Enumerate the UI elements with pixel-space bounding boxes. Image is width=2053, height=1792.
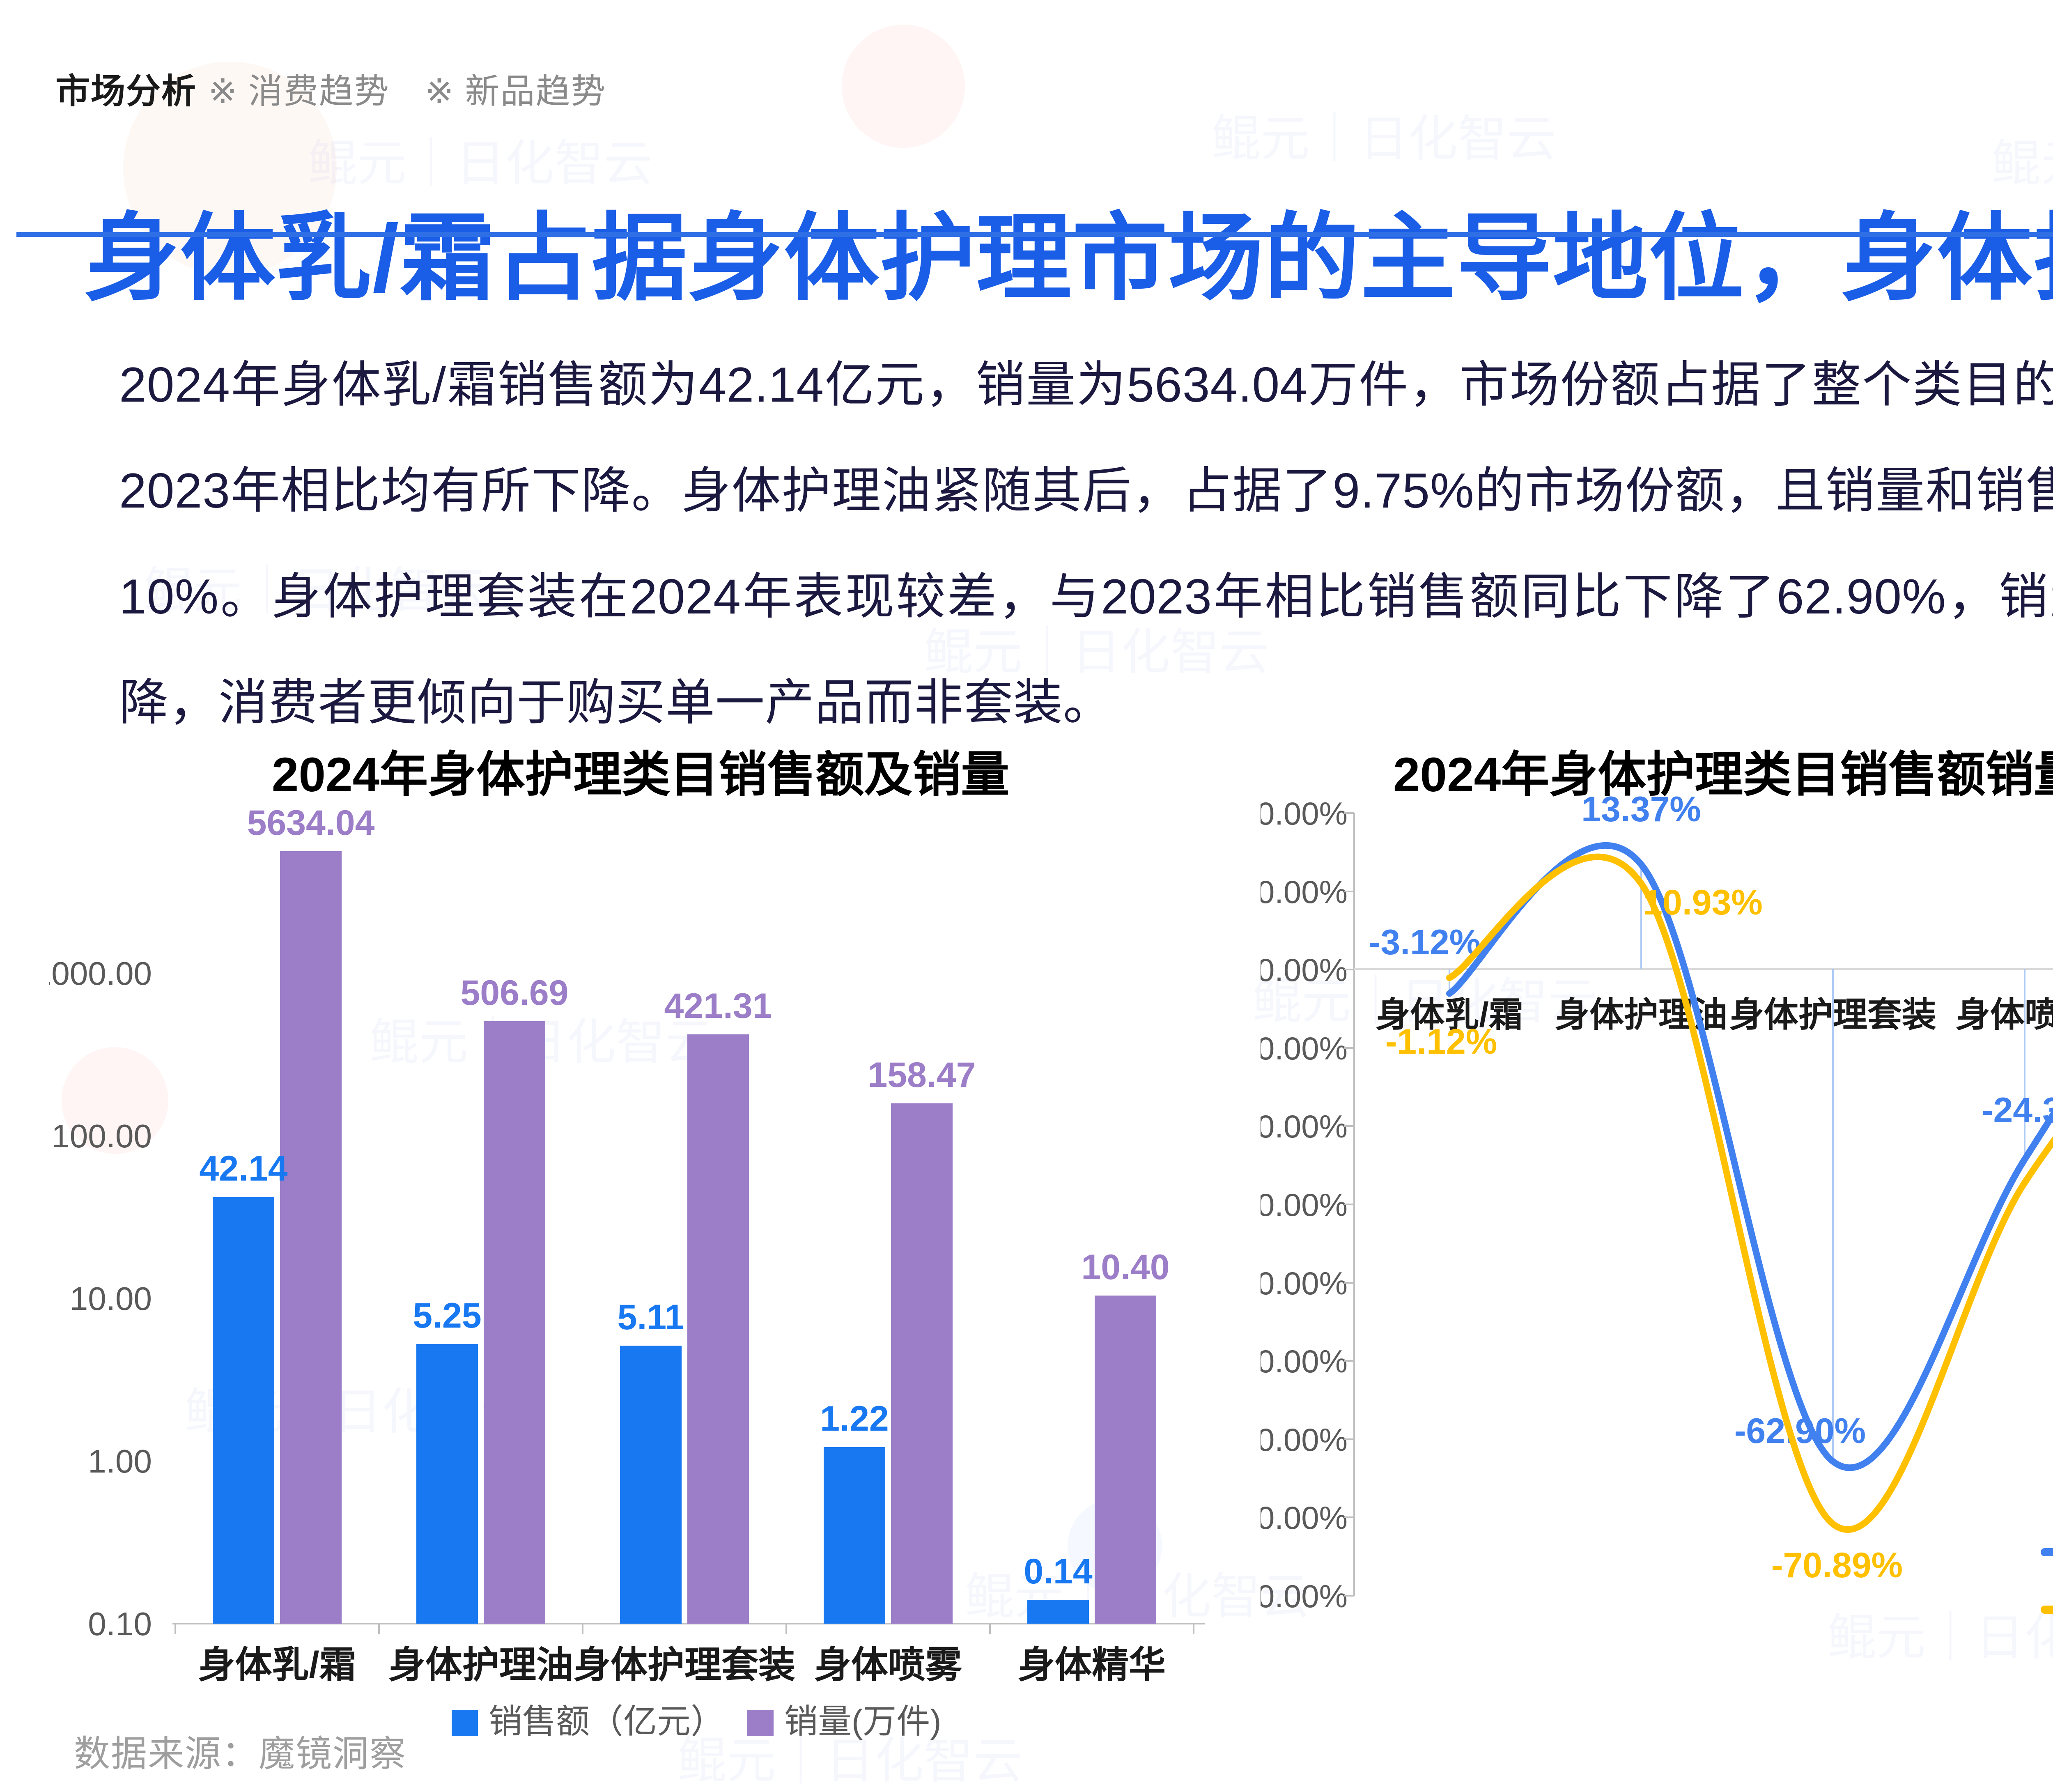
- background-blob: [842, 25, 965, 148]
- svg-text:身体喷雾: 身体喷雾: [1956, 995, 2053, 1034]
- breadcrumb-rest: ※ 消费趋势 ※ 新品趋势: [208, 72, 606, 110]
- summary-paragraph: 2024年身体乳/霜销售额为42.14亿元，销量为5634.04万件，市场份额占…: [119, 357, 2053, 730]
- svg-text:-1.12%: -1.12%: [1385, 1022, 1497, 1061]
- svg-text:10.00: 10.00: [70, 1280, 152, 1317]
- svg-text:10.40: 10.40: [1081, 1248, 1169, 1287]
- svg-text:身体乳/霜: 身体乳/霜: [198, 1645, 356, 1686]
- line-chart-canvas: 20.00% 10.00% 0.00% -10.00% -20.00% -30.00% -4…: [1261, 784, 2053, 1762]
- line-chart-title: 2024年身体护理类目销售额销量同比: [1393, 748, 2053, 802]
- svg-text:421.31: 421.31: [664, 986, 772, 1026]
- bar-chart-svg: 1000.00 100.00 10.00 1.00 0.10 42.14 5634.04 身体…: [49, 803, 1205, 1740]
- svg-text:5634.04: 5634.04: [247, 803, 375, 843]
- svg-text:100.00: 100.00: [51, 1118, 152, 1154]
- svg-text:10.00%: 10.00%: [1261, 874, 1348, 910]
- svg-text:0.14: 0.14: [1024, 1552, 1093, 1591]
- svg-text:42.14: 42.14: [199, 1149, 287, 1188]
- svg-text:-10.00%: -10.00%: [1261, 1030, 1348, 1066]
- svg-text:身体乳/霜: 身体乳/霜: [1376, 995, 1523, 1034]
- svg-text:10.93%: 10.93%: [1643, 883, 1763, 922]
- svg-text:5.25: 5.25: [413, 1296, 481, 1335]
- svg-text:-30.00%: -30.00%: [1261, 1187, 1348, 1223]
- svg-text:1000.00: 1000.00: [49, 955, 152, 992]
- svg-text:身体护理油: 身体护理油: [388, 1645, 573, 1686]
- line-chart-svg: 20.00% 10.00% 0.00% -10.00% -20.00% -30.00% -4…: [1261, 790, 2053, 1614]
- svg-text:-40.00%: -40.00%: [1261, 1265, 1348, 1301]
- svg-text:506.69: 506.69: [460, 973, 568, 1013]
- page-title: 身体乳/霜占据身体护理市场的主导地位，身体护理油表现亮眼: [84, 205, 2053, 312]
- svg-text:-3.12%: -3.12%: [1369, 923, 1481, 962]
- svg-text:-62.90%: -62.90%: [1734, 1411, 1866, 1451]
- watermark: 鲲元｜日化智云: [1211, 111, 1556, 166]
- svg-text:身体护理套装: 身体护理套装: [574, 1645, 795, 1686]
- svg-text:-70.00%: -70.00%: [1261, 1500, 1348, 1536]
- data-source: 数据来源：魔镜洞察: [74, 1733, 407, 1774]
- svg-text:0.00%: 0.00%: [1261, 952, 1348, 988]
- svg-text:-24.31%: -24.31%: [1982, 1091, 2053, 1130]
- svg-text:销量(万件): 销量(万件): [784, 1703, 942, 1740]
- bar-chart-title: 2024年身体护理类目销售额及销量: [271, 748, 1010, 802]
- svg-text:-70.89%: -70.89%: [1771, 1546, 1903, 1585]
- svg-text:身体喷雾: 身体喷雾: [814, 1645, 962, 1686]
- svg-text:身体护理套装: 身体护理套装: [1729, 995, 1936, 1034]
- svg-text:-80.00%: -80.00%: [1261, 1578, 1348, 1614]
- svg-text:1.00: 1.00: [88, 1443, 152, 1480]
- svg-text:5.11: 5.11: [618, 1298, 684, 1337]
- svg-text:-50.00%: -50.00%: [1261, 1343, 1348, 1379]
- svg-text:销售额（亿元）: 销售额（亿元）: [489, 1703, 724, 1740]
- svg-text:-20.00%: -20.00%: [1261, 1108, 1348, 1144]
- line-chart: 2024年身体护理类目销售额销量同比 20.00% 10.00% 0.00% -10.…: [1261, 723, 2053, 1774]
- svg-text:1.22: 1.22: [820, 1399, 889, 1438]
- svg-text:158.47: 158.47: [868, 1055, 976, 1095]
- title-divider: [16, 232, 2053, 237]
- svg-text:0.10: 0.10: [88, 1606, 152, 1642]
- svg-text:20.00%: 20.00%: [1261, 795, 1348, 832]
- breadcrumb: 市场分析 ※ 消费趋势 ※ 新品趋势: [55, 64, 606, 113]
- breadcrumb-primary: 市场分析: [55, 72, 197, 110]
- bar-chart: 2024年身体护理类目销售额及销量 1000.00 100.00 10.00 1.00…: [49, 723, 1232, 1774]
- svg-text:-60.00%: -60.00%: [1261, 1422, 1348, 1458]
- bar-chart-canvas: 1000.00 100.00 10.00 1.00 0.10 42.14 5634.04 身体…: [49, 784, 1232, 1762]
- svg-text:13.37%: 13.37%: [1581, 790, 1701, 829]
- svg-text:身体精华: 身体精华: [1018, 1645, 1166, 1686]
